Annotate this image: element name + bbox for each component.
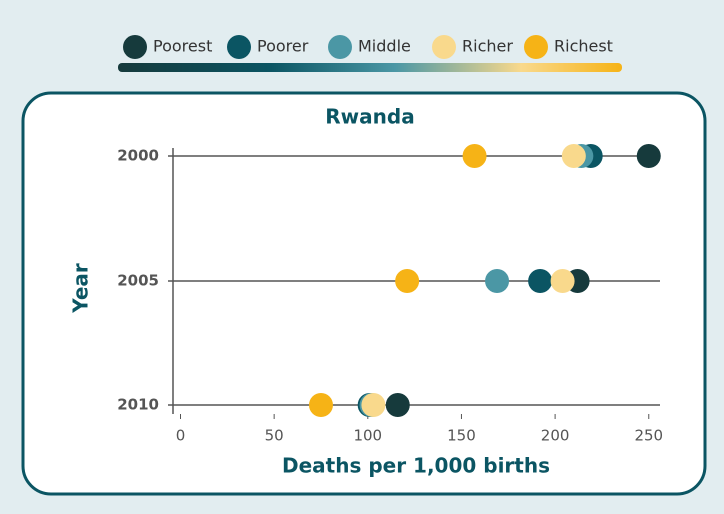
dot	[636, 144, 661, 168]
legend-swatch	[524, 35, 548, 59]
legend-swatch	[227, 35, 251, 59]
legend-swatch	[432, 35, 456, 59]
y-tick-label: 2000	[117, 147, 159, 165]
plot-frame	[21, 91, 707, 496]
chart-title: Rwanda	[325, 105, 414, 129]
legend-swatch	[123, 35, 147, 59]
x-tick-label: 150	[447, 427, 476, 445]
dot	[561, 144, 586, 168]
dot	[485, 269, 510, 293]
legend-gradient	[118, 63, 622, 72]
x-tick-label: 0	[176, 427, 186, 445]
dot	[395, 269, 420, 293]
dot	[462, 144, 487, 168]
x-tick-label: 250	[634, 427, 663, 445]
legend-swatch	[328, 35, 352, 59]
x-tick-label: 200	[541, 427, 570, 445]
legend-label: Poorer	[257, 37, 309, 56]
dot	[528, 269, 553, 293]
dot	[361, 393, 386, 417]
y-axis-label: Year	[69, 263, 93, 314]
y-tick-label: 2005	[117, 272, 159, 290]
dot	[550, 269, 575, 293]
dot	[308, 393, 333, 417]
x-tick-label: 100	[353, 427, 382, 445]
legend-label: Poorest	[153, 37, 212, 56]
legend-label: Middle	[358, 37, 411, 56]
x-axis-label: Deaths per 1,000 births	[282, 454, 550, 478]
legend-label: Richest	[554, 37, 613, 56]
dot	[385, 393, 410, 417]
y-tick-label: 2010	[117, 396, 159, 414]
legend-label: Richer	[462, 37, 513, 56]
x-tick-label: 50	[265, 427, 284, 445]
